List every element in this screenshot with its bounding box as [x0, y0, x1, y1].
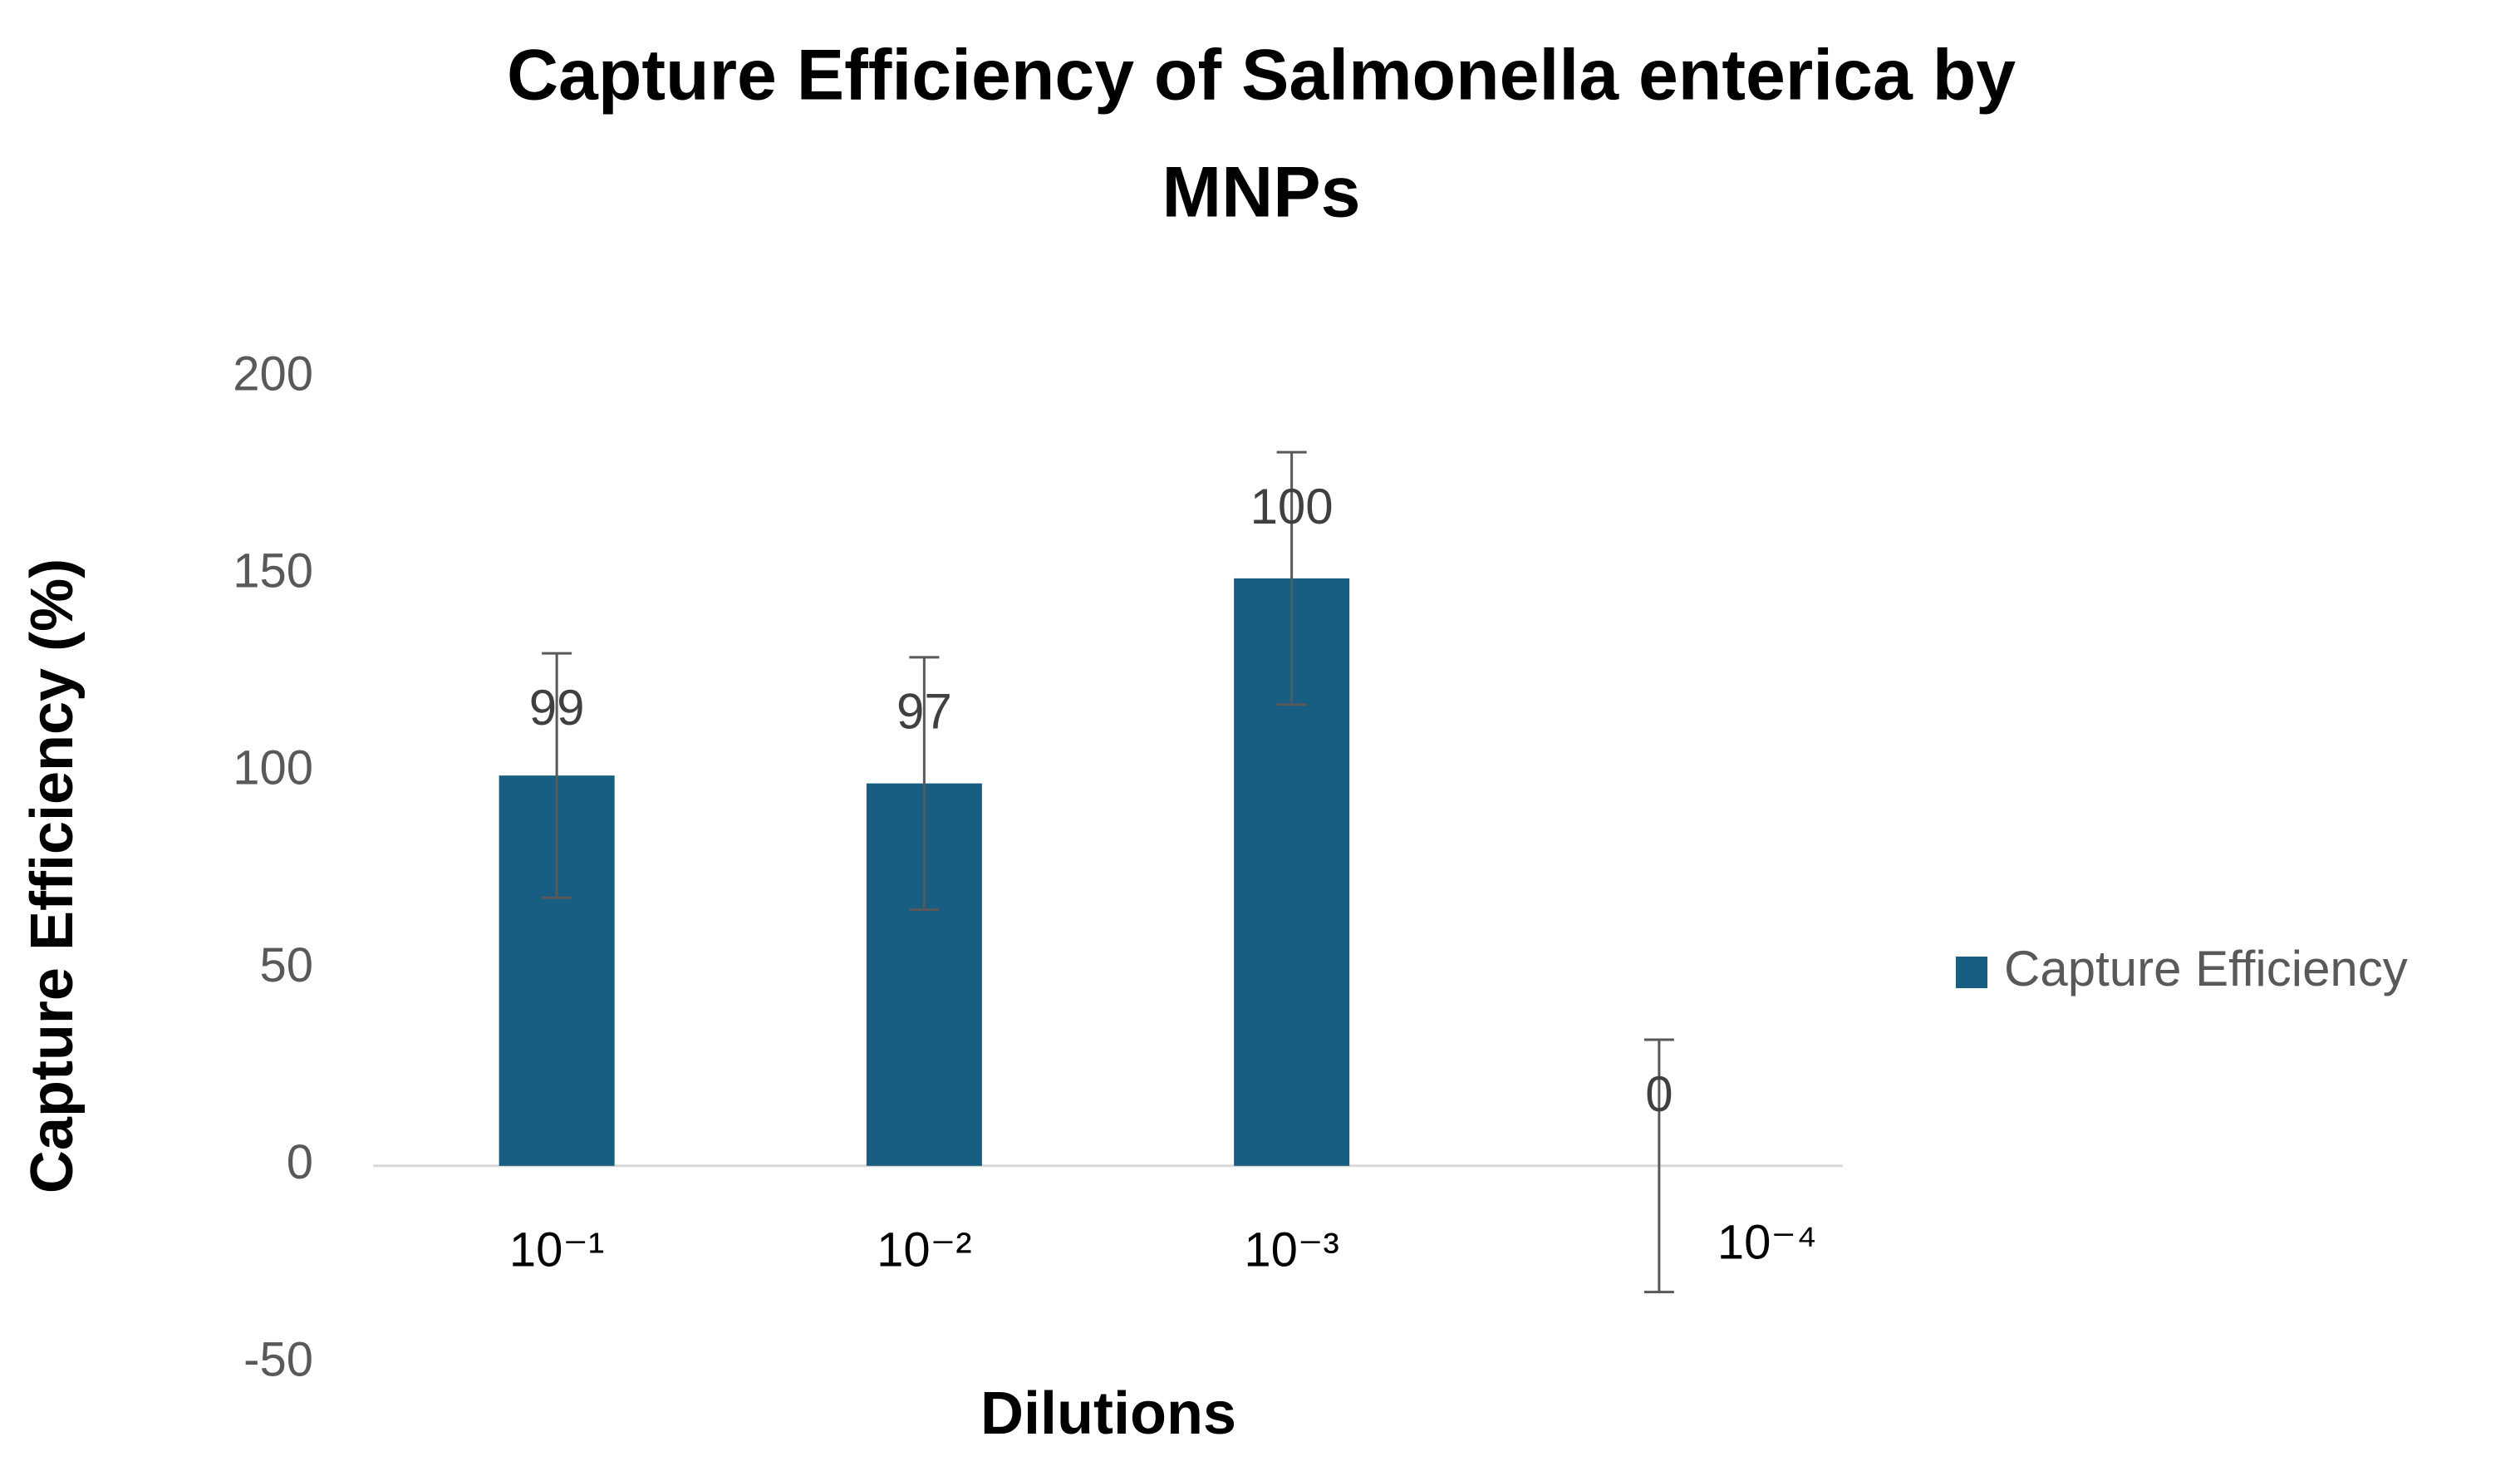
- data-label: 100: [1250, 479, 1334, 534]
- y-tick-label: 150: [233, 544, 313, 598]
- y-tick-label: 50: [259, 938, 313, 992]
- y-tick-label: 0: [287, 1135, 313, 1189]
- x-tick-label: 10⁻⁴: [1717, 1215, 1817, 1269]
- chart-title: Capture Efficiency of Salmonella enteric…: [507, 36, 2016, 116]
- data-label: 99: [529, 680, 585, 736]
- x-tick-label: 10⁻³: [1244, 1223, 1339, 1277]
- data-label: 0: [1645, 1066, 1673, 1122]
- legend-swatch: [1956, 957, 1987, 988]
- x-axis-title: Dilutions: [980, 1380, 1236, 1447]
- legend-label: Capture Efficiency: [2004, 941, 2408, 996]
- y-tick-label: 200: [233, 347, 313, 401]
- y-tick-label: 100: [233, 741, 313, 795]
- y-tick-label: -50: [243, 1332, 313, 1386]
- y-axis-title: Capture Efficiency (%): [19, 558, 86, 1193]
- data-label: 97: [896, 684, 952, 740]
- x-tick-label: 10⁻²: [877, 1223, 971, 1277]
- x-tick-label: 10⁻¹: [509, 1223, 604, 1277]
- chart-title: MNPs: [1162, 153, 1361, 233]
